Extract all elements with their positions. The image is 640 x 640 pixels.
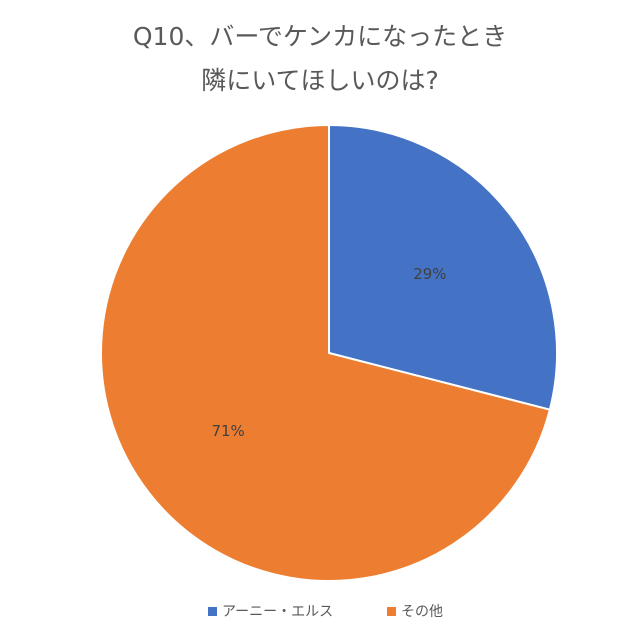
legend-label: その他 [401,604,443,620]
pie-slice [100,123,552,582]
legend-label: アーニー・エルス [222,604,333,620]
chart-title: 隣にいてほしいのは? [201,66,439,95]
legend-marker [387,607,396,616]
data-label: 29% [413,265,446,283]
pie-slice [328,123,558,411]
data-label: 71% [211,422,244,440]
chart-title: Q10、バーでケンカになったとき [133,22,507,51]
legend-marker [208,607,217,616]
